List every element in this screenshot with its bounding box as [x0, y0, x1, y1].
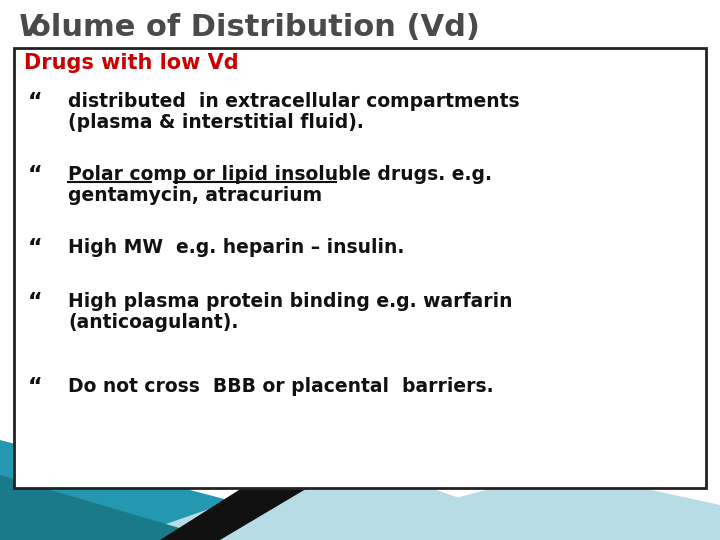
Polygon shape	[0, 440, 380, 540]
Text: High MW  e.g. heparin – insulin.: High MW e.g. heparin – insulin.	[68, 238, 405, 257]
Text: gentamycin, atracurium: gentamycin, atracurium	[68, 186, 322, 205]
Text: Drugs with low Vd: Drugs with low Vd	[24, 53, 238, 73]
Polygon shape	[160, 445, 380, 540]
Text: “: “	[28, 292, 42, 312]
Text: Do not cross  BBB or placental  barriers.: Do not cross BBB or placental barriers.	[68, 377, 494, 396]
FancyBboxPatch shape	[14, 48, 706, 488]
Text: High plasma protein binding e.g. warfarin: High plasma protein binding e.g. warfari…	[68, 292, 513, 311]
Polygon shape	[0, 475, 220, 540]
Text: (plasma & interstitial fluid).: (plasma & interstitial fluid).	[68, 113, 364, 132]
Text: distributed  in extracellular compartments: distributed in extracellular compartment…	[68, 92, 520, 111]
Text: (anticoagulant).: (anticoagulant).	[68, 313, 238, 332]
Text: V: V	[18, 13, 42, 42]
Text: olume of Distribution (Vd): olume of Distribution (Vd)	[30, 13, 480, 42]
Text: “: “	[28, 377, 42, 397]
Polygon shape	[300, 470, 720, 540]
Text: “: “	[28, 165, 42, 185]
Text: Polar comp or lipid insoluble drugs. e.g.: Polar comp or lipid insoluble drugs. e.g…	[68, 165, 492, 184]
Text: “: “	[28, 92, 42, 112]
Polygon shape	[120, 460, 580, 540]
Text: “: “	[28, 238, 42, 258]
